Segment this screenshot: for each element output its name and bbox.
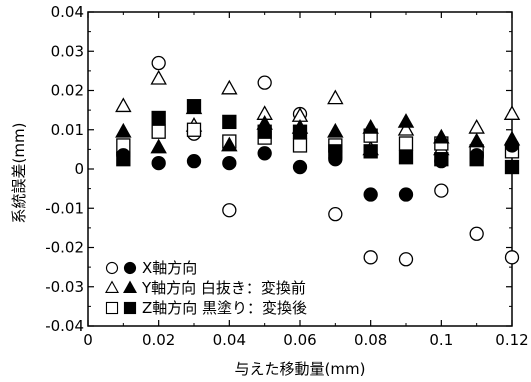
y-tick-label: -0.04	[45, 317, 84, 335]
square-filled-point	[186, 99, 202, 114]
circle-open-legend-symbol	[105, 261, 119, 275]
triangle-open-point	[468, 118, 485, 134]
circle-filled-point	[363, 187, 378, 202]
triangle-open-legend-symbol	[105, 280, 119, 294]
triangle-filled-legend-symbol	[123, 280, 137, 294]
square-filled-legend-symbol	[123, 301, 137, 315]
square-open-point	[292, 138, 308, 153]
triangle-open-point	[150, 69, 167, 85]
legend-entry: X軸方向	[105, 259, 197, 277]
circle-open-point	[363, 250, 378, 265]
triangle-open-point	[221, 79, 238, 95]
circle-open-point	[328, 206, 343, 222]
triangle-open-point	[327, 89, 344, 105]
square-filled-point	[469, 152, 484, 167]
square-filled-point	[292, 124, 308, 139]
circle-open-point	[469, 226, 484, 241]
circle-filled-point	[222, 155, 237, 171]
y-tick-label: 0	[74, 160, 84, 178]
square-open-legend-symbol	[105, 301, 119, 315]
y-tick-label: 0.01	[51, 121, 84, 139]
marks-layer	[115, 55, 521, 267]
circle-open-point	[222, 203, 237, 218]
circle-filled-point	[151, 155, 166, 171]
triangle-open-point	[397, 120, 415, 136]
y-axis-title: 系統誤差(mm)	[10, 123, 28, 224]
legend-entry: Y軸方向 白抜き：変換前	[105, 279, 306, 297]
triangle-filled-point	[362, 118, 379, 134]
x-tick-label: 0.02	[142, 331, 175, 349]
circle-filled-point	[186, 153, 202, 169]
circle-open-point	[151, 55, 166, 71]
circle-filled-point	[257, 146, 272, 161]
circle-open-point	[504, 250, 520, 265]
triangle-open-point	[115, 97, 132, 113]
square-filled-point	[398, 150, 414, 165]
x-tick-label: 0	[83, 331, 93, 349]
square-open-point	[151, 124, 166, 139]
square-filled-point	[363, 144, 378, 159]
y-tick-label: 0.03	[51, 42, 84, 60]
square-filled-point	[151, 110, 166, 126]
legend-label: Z軸方向 黒塗り：変換後	[142, 299, 307, 317]
circle-open-point	[398, 252, 414, 267]
triangle-filled-point	[221, 136, 238, 152]
triangle-filled-point	[468, 132, 485, 148]
triangle-filled-point	[115, 122, 132, 138]
triangle-filled-point	[327, 122, 344, 138]
square-filled-point	[328, 144, 343, 159]
y-tick-label: -0.01	[45, 199, 84, 217]
x-axis-title: 与えた移動量(mm)	[235, 360, 366, 378]
legend: X軸方向 Y軸方向 白抜き：変換前 Z軸方向 黒塗り：変換後	[105, 259, 307, 317]
square-filled-point	[434, 152, 449, 167]
y-tick-label: -0.02	[45, 239, 84, 257]
triangle-filled-point	[397, 113, 415, 128]
legend-entry: Z軸方向 黒塗り：変換後	[105, 299, 307, 317]
x-tick-label: 0.08	[354, 331, 387, 349]
circle-filled-legend-symbol	[123, 261, 137, 275]
square-filled-point	[504, 159, 520, 175]
square-filled-point	[222, 114, 237, 130]
circle-filled-point	[292, 159, 308, 175]
square-open-point	[186, 122, 202, 137]
circle-filled-point	[398, 187, 414, 202]
x-tick-label: 0.06	[283, 331, 316, 349]
square-filled-point	[257, 124, 272, 139]
triangle-filled-point	[503, 130, 521, 146]
square-filled-point	[116, 152, 131, 167]
legend-label: Y軸方向 白抜き：変換前	[141, 279, 306, 297]
x-tick-label: 0.04	[213, 331, 246, 349]
circle-open-point	[434, 183, 449, 198]
y-tick-label: -0.03	[45, 278, 84, 296]
square-open-point	[398, 136, 414, 151]
circle-open-point	[257, 75, 272, 90]
triangle-open-point	[503, 105, 521, 120]
legend-label: X軸方向	[142, 259, 197, 277]
y-tick-label: 0.04	[51, 3, 84, 21]
y-tick-label: 0.02	[51, 82, 84, 100]
x-tick-label: 0.12	[495, 331, 528, 349]
triangle-filled-point	[150, 138, 167, 154]
x-tick-label: 0.1	[429, 331, 453, 349]
triangle-filled-point	[433, 128, 450, 144]
axes-layer: -0.04 -0.03 -0.02 -0.01 0 0.01 0.02 0.03 0.04 0 0.…	[45, 3, 529, 349]
